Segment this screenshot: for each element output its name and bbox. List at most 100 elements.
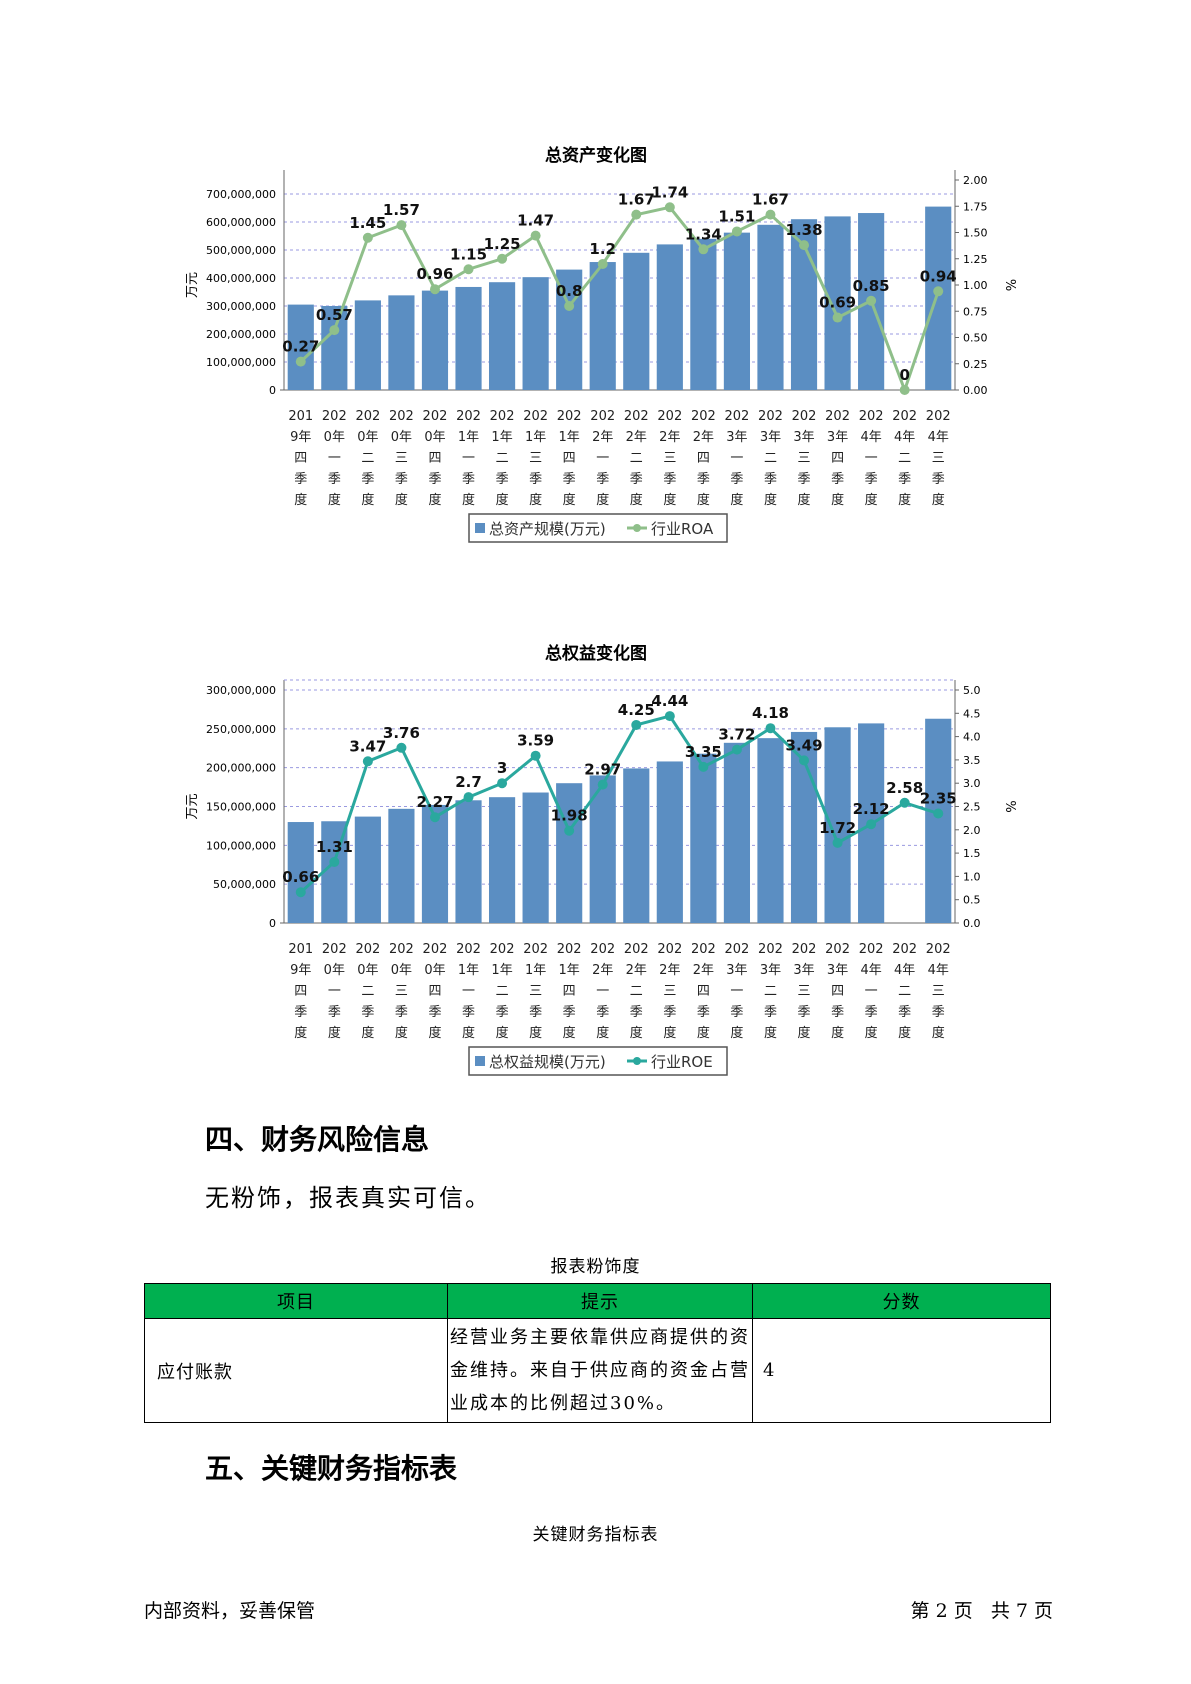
x-tick-label: 202	[825, 409, 850, 424]
line-point	[530, 750, 541, 761]
series-line	[299, 205, 940, 395]
x-tick-label: 202	[926, 942, 951, 957]
left-axis-tick-label: 600,000,000	[206, 216, 276, 229]
line-point	[530, 230, 541, 241]
x-tick-label: 度	[462, 492, 475, 508]
bar	[656, 244, 683, 390]
x-tick-label: 季	[798, 1005, 811, 1020]
line-point	[429, 284, 440, 295]
x-tick-label: 4年	[894, 430, 915, 445]
line-point	[832, 837, 843, 848]
bar	[723, 232, 751, 390]
bar	[925, 718, 952, 923]
key-indicator-table-caption: 关键财务指标表	[532, 1525, 659, 1545]
line-point	[698, 761, 709, 772]
data-label: 3.47	[349, 737, 386, 755]
line-point	[295, 887, 306, 898]
bar	[925, 206, 952, 390]
right-axis-tick-label: 0.50	[963, 332, 988, 345]
total-equity-chart-svg: 总权益变化图 0 50,000,000 100,000,000 150,000,000 2…	[185, 643, 1017, 1076]
x-tick-label: 四	[428, 984, 441, 999]
right-axis-tick-label: 1.00	[963, 279, 988, 292]
left-axis-tick-label: 300,000,000	[206, 300, 276, 313]
x-tick-label: 4年	[928, 430, 949, 445]
x-tick-label: 季	[496, 472, 509, 487]
x-tick-label: 四	[294, 984, 307, 999]
left-axis-tick-label: 100,000,000	[206, 839, 276, 852]
x-tick-label: 度	[496, 1025, 509, 1041]
legend-bar-label: 总资产规模(万元)	[489, 520, 606, 538]
x-tick-label: 202	[859, 409, 884, 424]
line-point	[362, 232, 373, 243]
bar	[354, 300, 381, 390]
risk-table-hint-cell: 经营业务主要依靠供应商提供的资金维持。来自于供应商的资金占营业成本的比例超过30…	[447, 1318, 753, 1423]
bar	[556, 783, 583, 923]
left-axis-tick-label: 400,000,000	[206, 272, 276, 285]
x-tick-label: 度	[831, 492, 844, 508]
table-row: 应付账款 经营业务主要依靠供应商提供的资金维持。来自于供应商的资金占营业成本的比…	[144, 1318, 1051, 1423]
x-tick-label: 0年	[424, 430, 445, 445]
data-label: 0.69	[819, 294, 856, 312]
footer-left: 内部资料，妥善保管	[144, 1600, 316, 1622]
x-tick-label: 201	[288, 409, 313, 424]
x-tick-label: 202	[624, 942, 649, 957]
bar	[388, 808, 415, 923]
x-tick-label: 二	[361, 451, 374, 466]
x-tick-label: 202	[657, 942, 682, 957]
x-tick-label: 一	[865, 451, 878, 466]
x-tick-label: 一	[865, 984, 878, 999]
x-tick-label: 度	[529, 1025, 542, 1041]
line-point	[698, 244, 709, 255]
right-axis-tick-label: 0.75	[963, 305, 988, 318]
x-tick-label: 202	[456, 409, 481, 424]
right-axis-tick-label: 2.00	[963, 174, 988, 187]
x-tick-label: 2年	[592, 430, 613, 445]
right-axis-tick-label: 3.0	[963, 777, 981, 790]
x-tick-label: 度	[798, 1025, 811, 1041]
x-tick-label: 202	[322, 942, 347, 957]
x-tick-label: 二	[630, 451, 643, 466]
x-tick-label: 一	[462, 451, 475, 466]
x-tick-label: 季	[663, 1005, 676, 1020]
series-line	[299, 714, 939, 894]
x-tick-label: 季	[898, 472, 911, 487]
x-tick-label: 202	[557, 409, 582, 424]
legend-box	[468, 513, 728, 543]
x-tick-label: 度	[697, 1025, 710, 1041]
x-tick-label: 1年	[491, 963, 512, 978]
x-tick-label: 四	[428, 451, 441, 466]
data-label: 0.27	[282, 338, 319, 356]
footer-right: 第 2 页 共 7 页	[910, 1600, 1053, 1622]
x-tick-label: 一	[328, 451, 341, 466]
x-tick-label: 202	[725, 409, 750, 424]
data-label: 0.66	[282, 868, 319, 886]
data-label: 3.59	[517, 732, 554, 750]
x-tick-label: 季	[596, 1005, 609, 1020]
x-tick-label: 季	[630, 472, 643, 487]
x-tick-label: 季	[328, 472, 341, 487]
x-tick-label: 一	[462, 984, 475, 999]
x-tick-label: 度	[529, 492, 542, 508]
legend-box	[468, 1046, 728, 1076]
x-tick-label: 度	[496, 492, 509, 508]
line-point	[597, 779, 608, 790]
x-tick-label: 季	[496, 1005, 509, 1020]
x-tick-label: 二	[496, 984, 509, 999]
data-label: 3.49	[786, 736, 823, 754]
line-point	[731, 226, 742, 237]
x-tick-label: 季	[529, 472, 542, 487]
left-axis-tick-label: 700,000,000	[206, 188, 276, 201]
x-tick-label: 二	[898, 451, 911, 466]
data-label: 3.76	[383, 724, 420, 742]
bar	[690, 238, 717, 390]
total-assets-chart: 总资产变化图 0 100,000,000 200,000,000 300,000,000…	[0, 140, 1191, 580]
data-label: 3.35	[685, 743, 722, 761]
right-axis-tick-label: 1.50	[963, 227, 988, 240]
data-label: 1.72	[819, 819, 856, 837]
data-label: 2.12	[853, 800, 890, 818]
x-tick-label: 季	[596, 472, 609, 487]
x-tick-label: 一	[730, 451, 743, 466]
bar	[589, 775, 616, 923]
x-tick-label: 度	[395, 1025, 408, 1041]
x-tick-label: 202	[590, 409, 615, 424]
